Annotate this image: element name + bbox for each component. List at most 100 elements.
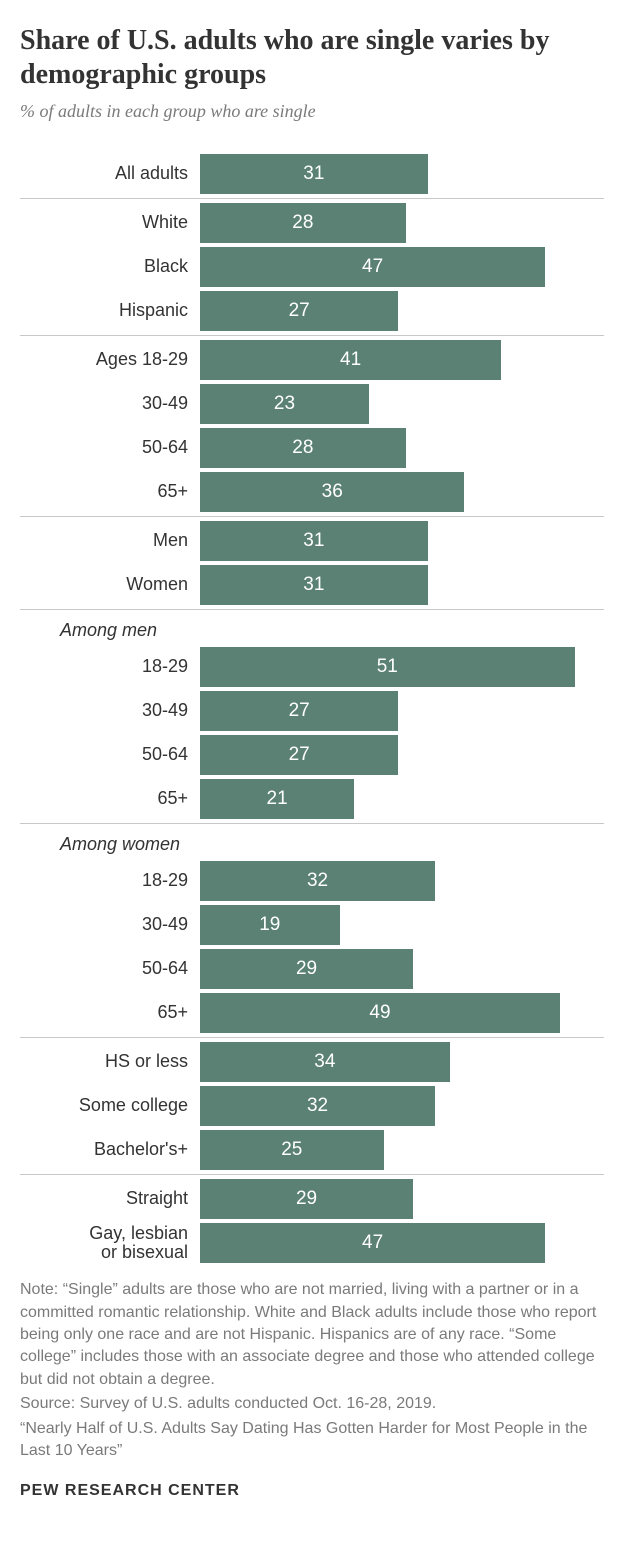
bar-cell: 36 — [200, 470, 604, 514]
row-label: All adults — [20, 164, 200, 184]
row-label: 50-64 — [20, 959, 200, 979]
bar-cell: 34 — [200, 1040, 604, 1084]
bar: 25 — [200, 1130, 384, 1170]
bar-cell: 47 — [200, 245, 604, 289]
chart-title: Share of U.S. adults who are single vari… — [20, 24, 604, 91]
row-label: Gay, lesbianor bisexual — [20, 1224, 200, 1262]
row-label: 65+ — [20, 482, 200, 502]
group-subhead: Among women — [20, 826, 604, 859]
chart-row: 18-2932 — [20, 859, 604, 903]
bar: 47 — [200, 247, 545, 287]
row-label: 18-29 — [20, 871, 200, 891]
bar-cell: 32 — [200, 1084, 604, 1128]
row-label: Black — [20, 257, 200, 277]
bar-cell: 31 — [200, 563, 604, 607]
bar: 32 — [200, 861, 435, 901]
bar: 31 — [200, 565, 428, 605]
bar: 27 — [200, 691, 398, 731]
row-label: 65+ — [20, 789, 200, 809]
chart-row: Some college32 — [20, 1084, 604, 1128]
group-divider — [20, 516, 604, 517]
group-divider — [20, 609, 604, 610]
chart-row: Hispanic27 — [20, 289, 604, 333]
chart-row: 50-6428 — [20, 426, 604, 470]
chart-subtitle: % of adults in each group who are single — [20, 101, 604, 122]
row-label: Ages 18-29 — [20, 350, 200, 370]
chart-row: Black47 — [20, 245, 604, 289]
row-label: Bachelor's+ — [20, 1140, 200, 1160]
bar: 31 — [200, 154, 428, 194]
chart-source: Source: Survey of U.S. adults conducted … — [20, 1393, 604, 1415]
bar: 21 — [200, 779, 354, 819]
bar-cell: 31 — [200, 152, 604, 196]
chart-row: 65+49 — [20, 991, 604, 1035]
row-label: HS or less — [20, 1052, 200, 1072]
group-divider — [20, 1174, 604, 1175]
row-label: Straight — [20, 1189, 200, 1209]
row-label: Men — [20, 531, 200, 551]
chart-row: 18-2951 — [20, 645, 604, 689]
chart-row: Bachelor's+25 — [20, 1128, 604, 1172]
row-label: White — [20, 213, 200, 233]
bar-cell: 29 — [200, 947, 604, 991]
row-label: Hispanic — [20, 301, 200, 321]
bar-cell: 21 — [200, 777, 604, 821]
chart-row: HS or less34 — [20, 1040, 604, 1084]
chart-row: 50-6429 — [20, 947, 604, 991]
bar: 29 — [200, 1179, 413, 1219]
chart-row: Straight29 — [20, 1177, 604, 1221]
bar: 28 — [200, 203, 406, 243]
bar-cell: 28 — [200, 201, 604, 245]
bar: 23 — [200, 384, 369, 424]
bar-cell: 32 — [200, 859, 604, 903]
group-divider — [20, 823, 604, 824]
group-divider — [20, 1037, 604, 1038]
row-label: 30-49 — [20, 915, 200, 935]
bar: 32 — [200, 1086, 435, 1126]
chart-row: 30-4919 — [20, 903, 604, 947]
bar-cell: 29 — [200, 1177, 604, 1221]
row-label: 65+ — [20, 1003, 200, 1023]
bar: 36 — [200, 472, 464, 512]
bar: 34 — [200, 1042, 450, 1082]
group-divider — [20, 198, 604, 199]
bar: 41 — [200, 340, 501, 380]
bar: 47 — [200, 1223, 545, 1263]
bar-cell: 19 — [200, 903, 604, 947]
chart-row: 65+36 — [20, 470, 604, 514]
bar: 19 — [200, 905, 340, 945]
chart-row: White28 — [20, 201, 604, 245]
chart-row: Men31 — [20, 519, 604, 563]
bar: 31 — [200, 521, 428, 561]
bar: 51 — [200, 647, 575, 687]
bar: 49 — [200, 993, 560, 1033]
chart-row: 65+21 — [20, 777, 604, 821]
bar-cell: 27 — [200, 289, 604, 333]
row-label: Women — [20, 575, 200, 595]
bar: 28 — [200, 428, 406, 468]
chart-row: 50-6427 — [20, 733, 604, 777]
chart-row: All adults31 — [20, 152, 604, 196]
bar-cell: 31 — [200, 519, 604, 563]
bar-cell: 28 — [200, 426, 604, 470]
row-label: 30-49 — [20, 394, 200, 414]
bar-cell: 27 — [200, 689, 604, 733]
row-label: Some college — [20, 1096, 200, 1116]
bar-cell: 47 — [200, 1221, 604, 1265]
bar-chart: All adults31White28Black47Hispanic27Ages… — [20, 152, 604, 1265]
row-label: 18-29 — [20, 657, 200, 677]
chart-row: Women31 — [20, 563, 604, 607]
bar-cell: 51 — [200, 645, 604, 689]
bar: 29 — [200, 949, 413, 989]
chart-row: 30-4923 — [20, 382, 604, 426]
chart-note: Note: “Single” adults are those who are … — [20, 1279, 604, 1391]
bar-cell: 23 — [200, 382, 604, 426]
bar-cell: 41 — [200, 338, 604, 382]
row-label: 50-64 — [20, 745, 200, 765]
bar: 27 — [200, 291, 398, 331]
group-divider — [20, 335, 604, 336]
chart-row: Gay, lesbianor bisexual47 — [20, 1221, 604, 1265]
bar: 27 — [200, 735, 398, 775]
footer-brand: PEW RESEARCH CENTER — [20, 1482, 604, 1500]
chart-report: “Nearly Half of U.S. Adults Say Dating H… — [20, 1418, 604, 1463]
